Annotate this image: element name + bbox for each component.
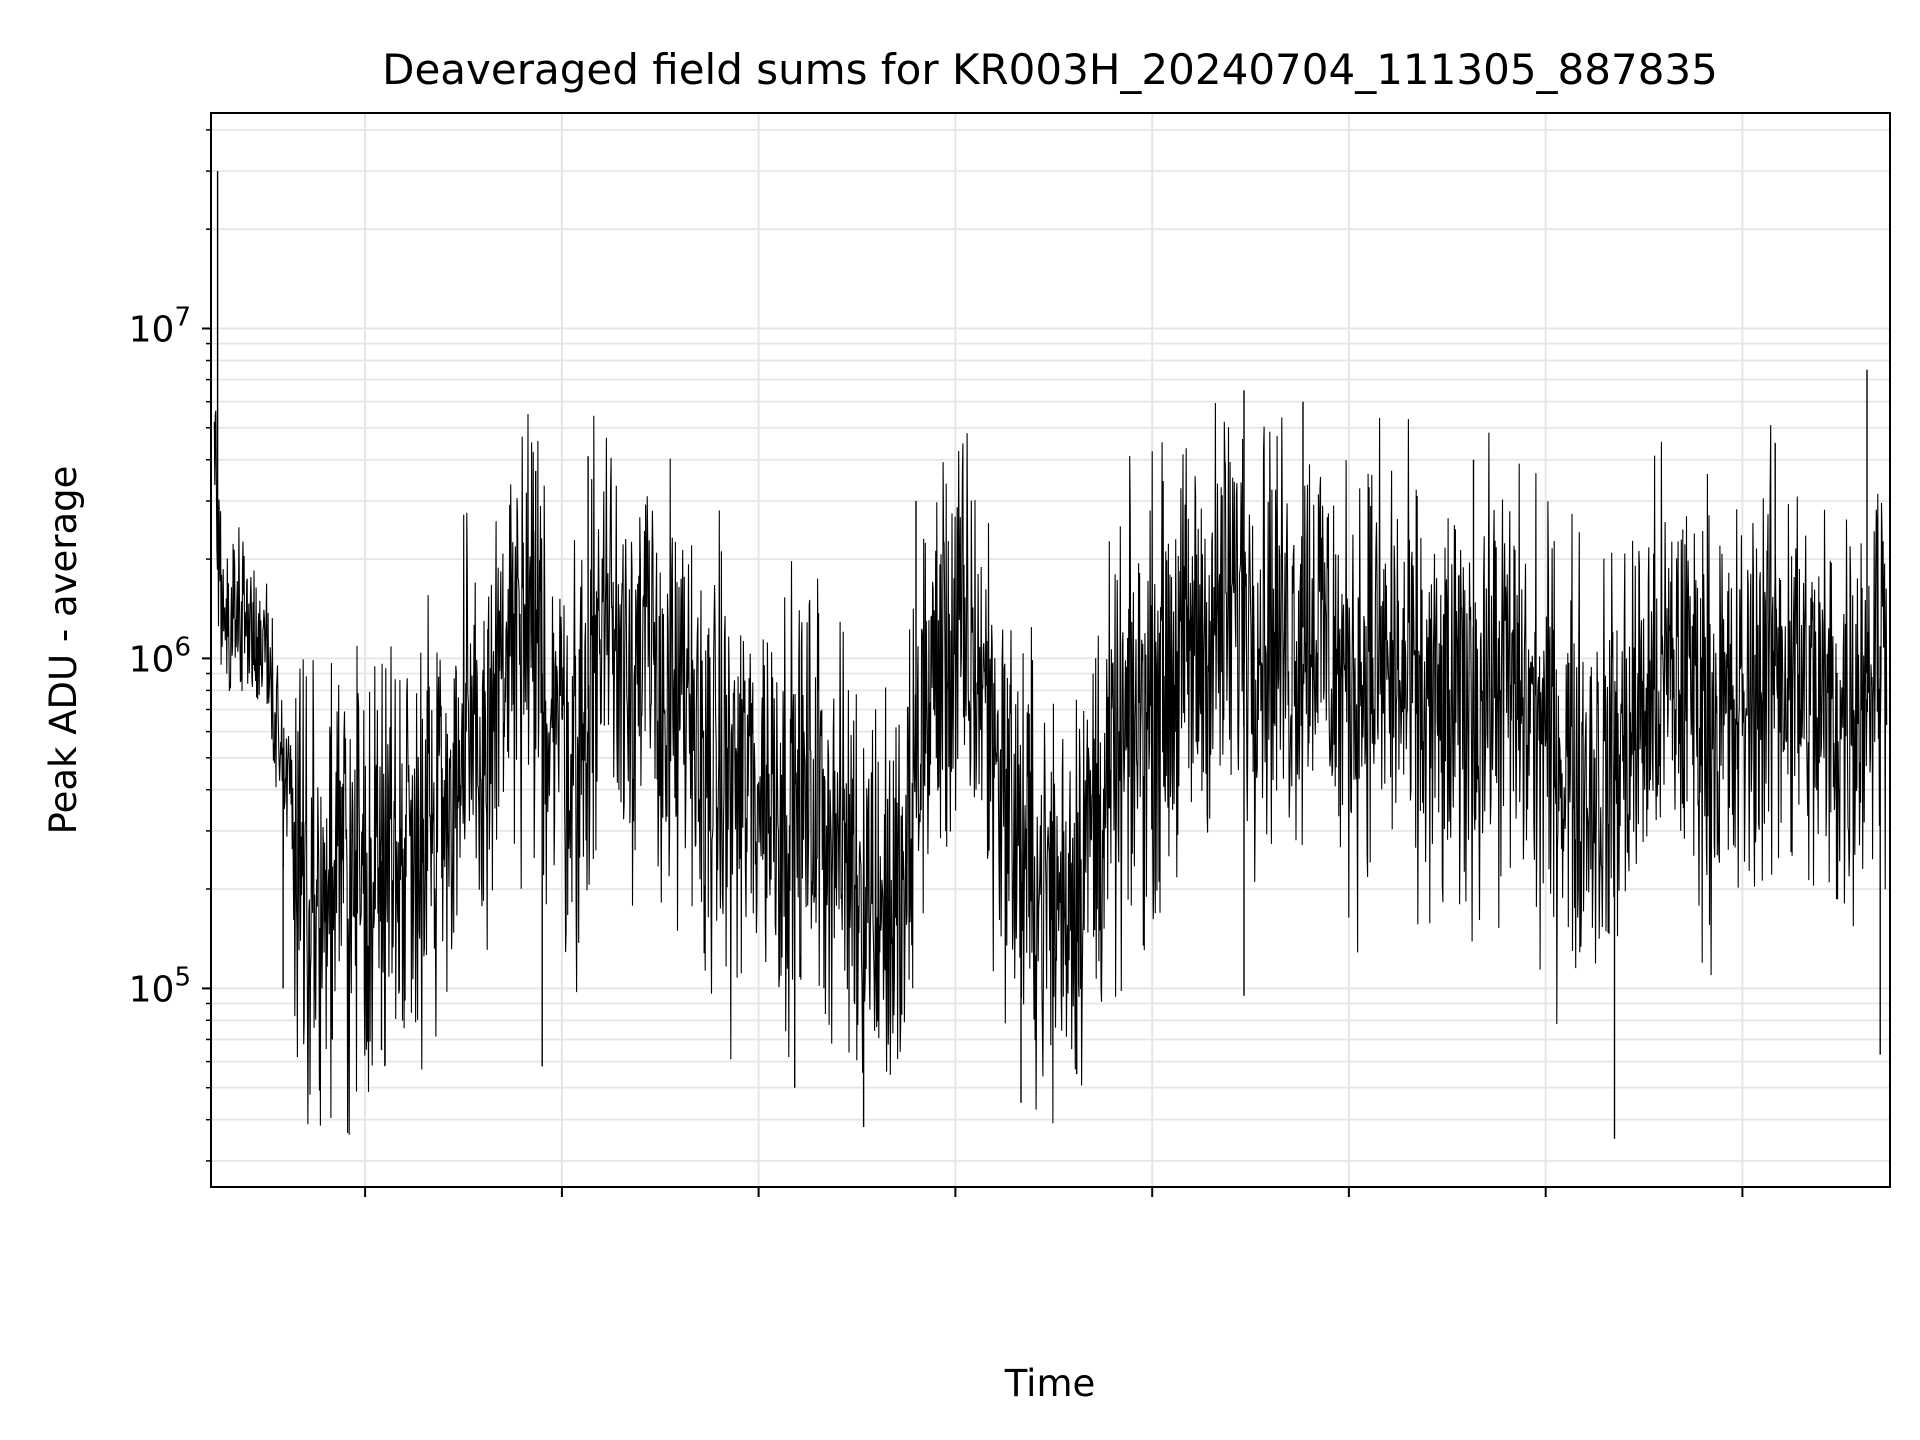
y-tick-label: 107: [129, 303, 191, 351]
series-layer: [213, 171, 1888, 1139]
x-axis-label: Time: [1004, 1362, 1096, 1405]
y-tick-base: 10: [129, 310, 175, 351]
plot-frame: [210, 112, 1891, 1188]
y-axis-label: Peak ADU - average: [42, 466, 85, 835]
chart-title: Deaveraged field sums for KR003H_2024070…: [382, 45, 1718, 94]
y-tick-label: 105: [129, 962, 191, 1010]
y-tick-exponent: 5: [174, 962, 191, 992]
y-tick-base: 10: [129, 639, 175, 680]
y-tick-label: 106: [129, 632, 191, 680]
series-line: [213, 402, 1888, 1135]
y-tick-base: 10: [129, 969, 175, 1010]
y-tick-exponent: 7: [174, 303, 191, 333]
y-tick-exponent: 6: [174, 632, 191, 662]
